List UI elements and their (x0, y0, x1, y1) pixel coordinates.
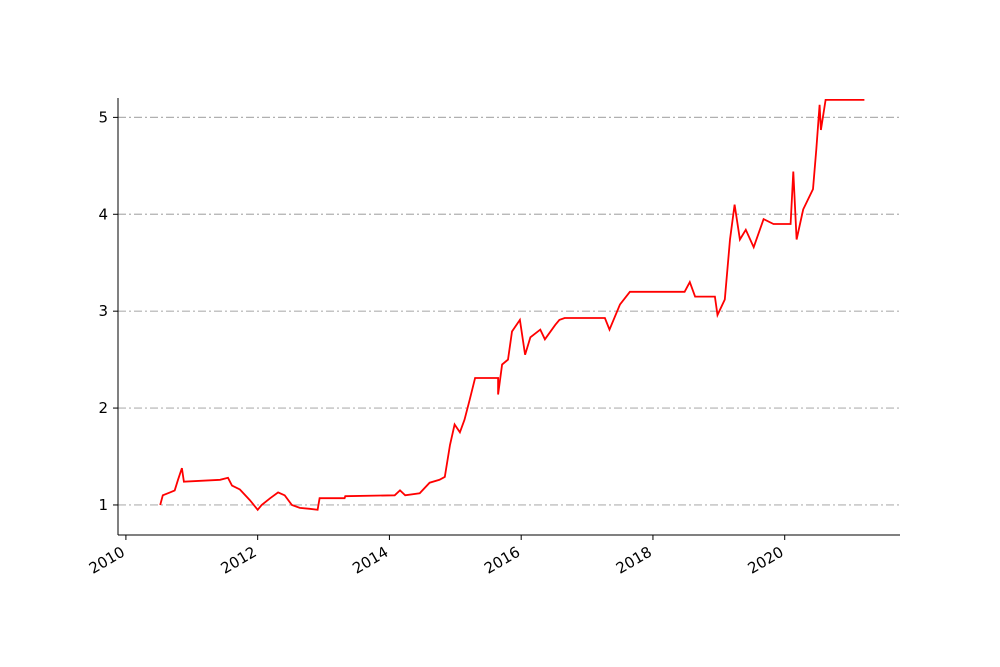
line (159, 99, 865, 512)
x-tick-label: 2016 (481, 543, 523, 578)
x-tick-label: 2012 (218, 543, 260, 578)
x-tick-label: 2018 (613, 543, 655, 578)
y-tick-label: 3 (98, 302, 108, 320)
x-tick-label: 2014 (349, 543, 391, 578)
y-tick-label: 5 (98, 108, 108, 126)
y-tick-label: 2 (98, 399, 108, 417)
x-tick-label: 2020 (745, 543, 787, 578)
y-tick-label: 1 (98, 496, 108, 514)
y-tick-label: 4 (98, 205, 108, 223)
x-tick-label: 2010 (86, 543, 128, 578)
